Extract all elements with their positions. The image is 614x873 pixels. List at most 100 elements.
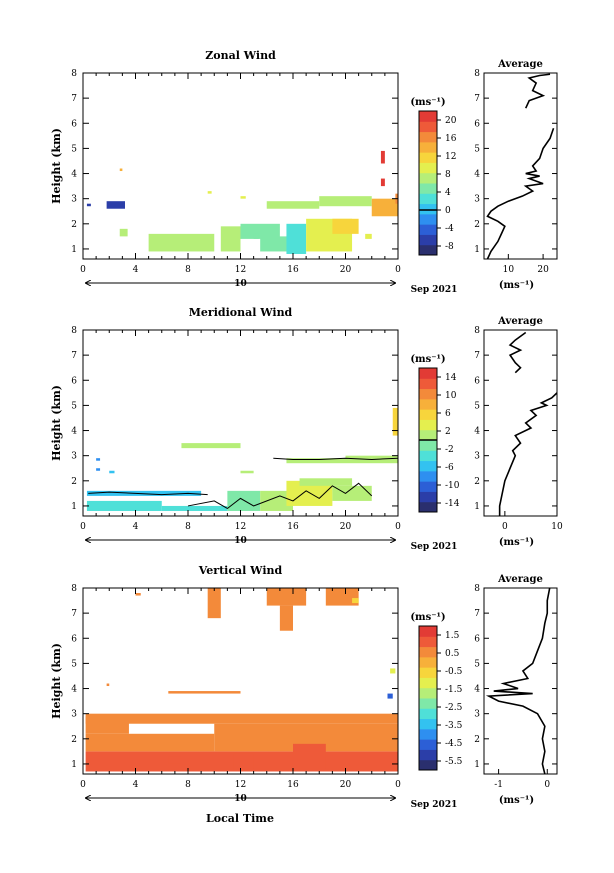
colorbar-tick-label: 8 (445, 170, 451, 180)
profile-x-label: (ms⁻¹) (499, 280, 534, 291)
colorbar-swatch (419, 450, 437, 462)
colorbar-swatch (419, 470, 437, 482)
heatmap-cell (365, 233, 372, 239)
heatmap-cell (135, 593, 141, 596)
profile-frame (483, 329, 558, 517)
colorbar-tick-label: 10 (445, 391, 457, 401)
colorbar-tick-label: -2 (445, 445, 454, 455)
heatmap-layer (86, 150, 398, 254)
x-tick-label: 4 (133, 522, 139, 532)
colorbar-tick-label: 2 (445, 427, 451, 437)
colorbar-tick-label: -3.5 (445, 721, 463, 731)
colorbar-swatch (419, 368, 437, 379)
colorbar-tick-label: 12 (445, 152, 456, 162)
colorbar-swatch (419, 501, 437, 513)
y-tick-label: 1 (71, 760, 77, 770)
profile-y-tick-label: 2 (474, 220, 480, 230)
heatmap-cell (161, 505, 228, 511)
colorbar-swatch (419, 749, 437, 761)
profile-y-tick-label: 6 (474, 376, 480, 386)
x-tick-label: 12 (235, 522, 246, 532)
colorbar-swatch (419, 213, 437, 225)
profile-x-tick-label: 10 (503, 265, 515, 275)
heatmap-cell (380, 150, 385, 164)
profile-title: Average (497, 574, 543, 585)
profile-y-tick-label: 5 (474, 659, 480, 669)
profile-line (508, 331, 527, 374)
y-tick-label: 8 (71, 584, 77, 594)
profile-frame (483, 587, 558, 775)
x-tick-label: 20 (340, 265, 352, 275)
profile-y-tick-label: 3 (474, 710, 480, 720)
y-axis-label: Height (km) (50, 385, 63, 461)
colorbar-swatch (419, 460, 437, 472)
panel-title: Meridional Wind (189, 306, 293, 319)
y-tick-label: 2 (71, 220, 77, 230)
heatmap-cell (380, 178, 385, 187)
colorbar-tick-label: -2.5 (445, 703, 463, 713)
profile-y-tick-label: 6 (474, 634, 480, 644)
colorbar-tick-label: -14 (445, 499, 460, 509)
colorbar-tick-label: 16 (445, 134, 457, 144)
x-tick-label: 8 (185, 265, 191, 275)
colorbar-tick-label: -10 (445, 481, 460, 491)
y-tick-label: 3 (71, 452, 77, 462)
colorbar-swatch (419, 378, 437, 390)
colorbar-swatch (419, 203, 437, 215)
heatmap-cell (392, 407, 398, 436)
y-axis-label: Height (km) (50, 128, 63, 204)
heatmap-cell (286, 458, 346, 464)
y-tick-label: 8 (71, 69, 77, 79)
y-tick-label: 4 (71, 170, 77, 180)
heatmap-cell (119, 168, 123, 172)
y-tick-label: 6 (71, 119, 77, 129)
colorbar-tick-label: 0.5 (445, 649, 460, 659)
profile-y-tick-label: 7 (474, 94, 480, 104)
colorbar-swatch (419, 111, 437, 122)
colorbar-swatch (419, 708, 437, 720)
profile-y-tick-label: 3 (474, 452, 480, 462)
profile-y-tick-label: 2 (474, 735, 480, 745)
colorbar-swatch (419, 429, 437, 441)
heatmap-cell (325, 588, 359, 606)
profile-y-tick-label: 4 (474, 685, 480, 695)
heatmap-cell (266, 201, 320, 209)
heatmap-cell (181, 238, 208, 247)
y-tick-label: 5 (71, 144, 77, 154)
colorbar-swatch (419, 121, 437, 133)
colorbar-swatch (419, 409, 437, 420)
profile-y-tick-label: 4 (474, 427, 480, 437)
heatmap-cell (168, 756, 182, 764)
heatmap-cell (220, 226, 241, 252)
colorbar-swatch (419, 687, 437, 699)
heatmap-cell (332, 485, 372, 501)
profile-x-tick-label: -1 (494, 780, 503, 790)
colorbar-swatch (419, 388, 437, 400)
profile-layer (486, 73, 555, 259)
heatmap-cell (96, 468, 101, 471)
y-tick-label: 8 (71, 326, 77, 336)
x-tick-label: 0 (80, 265, 86, 275)
colorbar-swatch (419, 698, 437, 709)
heatmap-cell (286, 223, 307, 254)
x-tick-label: 12 (235, 265, 246, 275)
colorbar-tick-label: -1.5 (445, 685, 463, 695)
heatmap-cell (227, 490, 261, 511)
heatmap-cell (260, 236, 293, 252)
profile-x-tick-label: 10 (551, 522, 563, 532)
x-tick-label: 20 (340, 780, 352, 790)
profile-y-tick-label: 8 (474, 584, 480, 594)
profile-y-tick-label: 6 (474, 119, 480, 129)
profile-y-tick-label: 1 (474, 502, 480, 512)
profile-line (485, 588, 551, 774)
panel-title: Vertical Wind (198, 564, 283, 577)
colorbar-swatch (419, 152, 437, 163)
heatmap-cell (299, 478, 353, 486)
colorbar-swatch (419, 481, 437, 492)
heatmap-cell (233, 753, 254, 769)
profile-line (524, 73, 551, 109)
profile-y-tick-label: 1 (474, 245, 480, 255)
